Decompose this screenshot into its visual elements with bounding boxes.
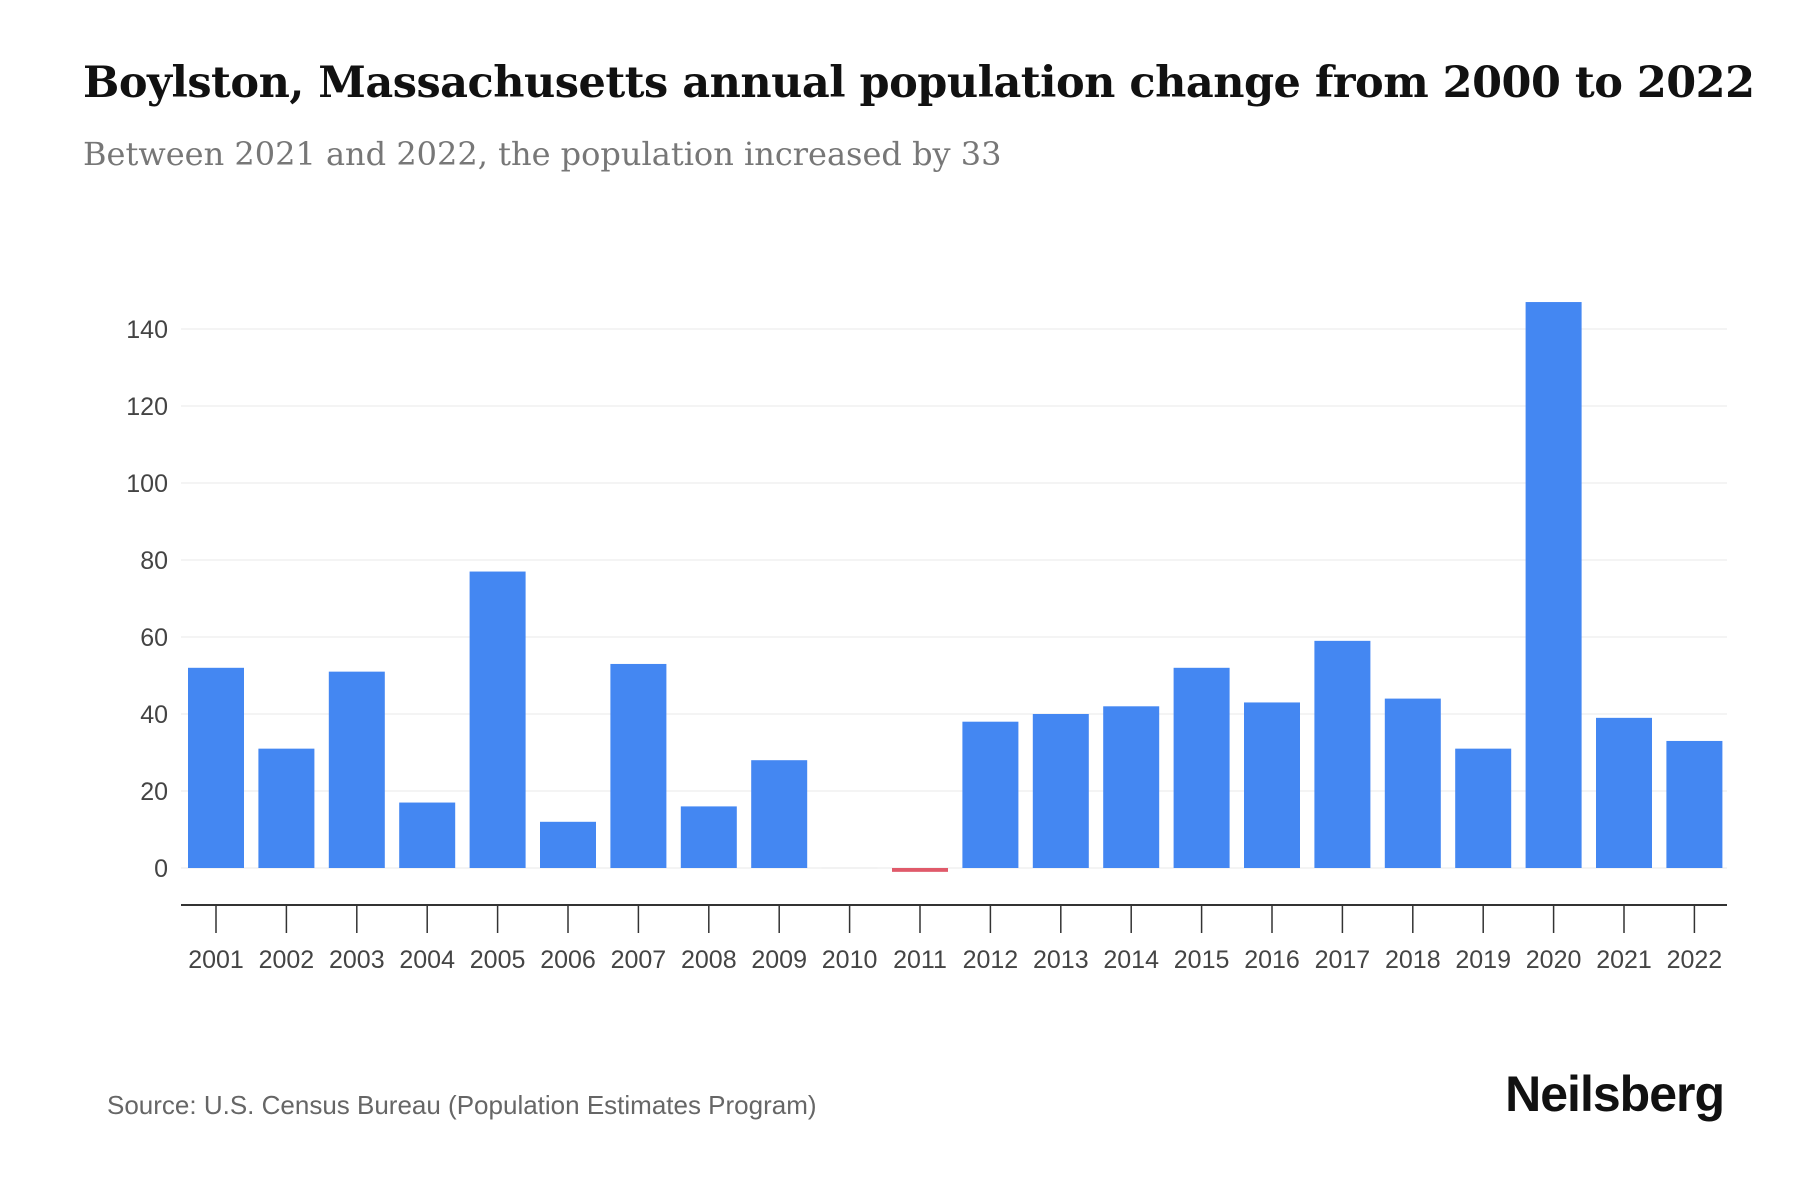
bar-2010 <box>821 867 878 869</box>
y-axis-labels: 0 20 40 60 80 100 120 140 <box>126 316 168 883</box>
brand-logo: Neilsberg <box>1505 1066 1725 1122</box>
x-tick-label: 2006 <box>540 946 596 974</box>
bar-2009 <box>751 760 808 868</box>
x-tick-label: 2017 <box>1315 946 1371 974</box>
x-tick-label: 2020 <box>1526 946 1582 974</box>
x-tick-label: 2011 <box>893 946 947 974</box>
bar-2022 <box>1666 740 1723 868</box>
bar-2007 <box>610 663 667 868</box>
x-tick-label: 2013 <box>1033 946 1089 974</box>
gridlines <box>181 328 1727 869</box>
bar-2001 <box>188 667 244 868</box>
bar-2006 <box>540 821 596 868</box>
bar-2020 <box>1525 302 1582 868</box>
bar-2014 <box>1103 706 1160 868</box>
x-tick-label: 2012 <box>963 946 1019 974</box>
bar-2008 <box>680 806 737 868</box>
y-tick-label: 100 <box>126 470 168 498</box>
y-tick-label: 40 <box>140 701 168 729</box>
bar-2003 <box>328 671 385 868</box>
y-tick-label: 80 <box>140 547 168 575</box>
x-tick-label: 2016 <box>1244 946 1300 974</box>
x-tick-label: 2004 <box>399 946 455 974</box>
x-tick-label: 2014 <box>1103 946 1159 974</box>
bar-2013 <box>1032 714 1089 868</box>
x-tick-label: 2009 <box>751 946 807 974</box>
bar-2018 <box>1384 698 1441 868</box>
x-tick-label: 2007 <box>611 946 667 974</box>
x-tick-label: 2022 <box>1667 946 1723 974</box>
x-tick-label: 2005 <box>470 946 526 974</box>
x-axis: 2001 2002 2003 2004 2005 2006 2007 2008 2009 2010… <box>181 904 1727 974</box>
x-tick-label: 2008 <box>681 946 737 974</box>
y-tick-label: 0 <box>154 855 168 883</box>
chart-subtitle: Between 2021 and 2022, the population in… <box>83 135 1002 173</box>
x-tick-label: 2015 <box>1174 946 1230 974</box>
y-tick-label: 20 <box>140 778 168 806</box>
bar-2019 <box>1455 748 1512 868</box>
x-tick-label: 2021 <box>1596 946 1652 974</box>
x-tick-label: 2019 <box>1455 946 1511 974</box>
source-note: Source: U.S. Census Bureau (Population E… <box>107 1090 817 1120</box>
bar-2015 <box>1173 667 1230 868</box>
bar-2011 <box>892 868 948 872</box>
bar-2017 <box>1314 640 1371 868</box>
y-tick-label: 60 <box>140 624 168 652</box>
y-tick-label: 140 <box>126 316 168 344</box>
bar-2016 <box>1244 702 1300 868</box>
bars <box>188 302 1723 872</box>
bar-2005 <box>469 571 526 868</box>
y-tick-label: 120 <box>126 393 168 421</box>
bar-2021 <box>1596 717 1652 868</box>
bar-2004 <box>399 802 456 868</box>
chart-title: Boylston, Massachusetts annual populatio… <box>83 58 1755 108</box>
x-tick-label: 2002 <box>259 946 315 974</box>
x-tick-label: 2018 <box>1385 946 1441 974</box>
bar-2002 <box>258 748 315 868</box>
bar-2012 <box>962 721 1019 868</box>
x-tick-label: 2001 <box>188 946 244 974</box>
x-tick-label: 2003 <box>329 946 385 974</box>
x-tick-label: 2010 <box>822 946 878 974</box>
